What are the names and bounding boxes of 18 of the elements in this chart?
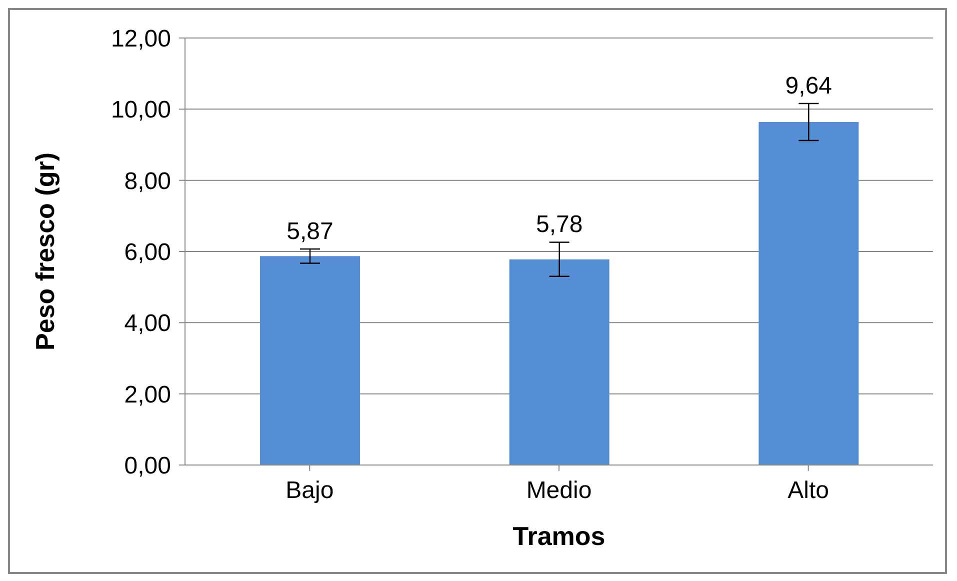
bar	[260, 256, 360, 465]
x-axis-title: Tramos	[512, 521, 606, 551]
y-tick-label: 0,00	[124, 452, 171, 480]
bar	[758, 122, 859, 465]
y-tick-label: 6,00	[124, 239, 171, 266]
data-label: 9,64	[785, 72, 832, 100]
x-tick-label: Alto	[788, 477, 830, 504]
y-tick-label: 2,00	[124, 381, 171, 408]
y-axis-title: Peso fresco (gr)	[30, 152, 60, 350]
y-tick-label: 12,00	[110, 26, 171, 53]
x-tick-label: Medio	[526, 477, 592, 504]
data-label: 5,78	[536, 211, 583, 238]
y-tick-label: 10,00	[110, 96, 171, 124]
data-label: 5,87	[286, 218, 334, 246]
y-tick-label: 8,00	[124, 168, 171, 195]
bar	[509, 259, 610, 465]
x-tick-label: Bajo	[286, 477, 334, 504]
y-tick-label: 4,00	[124, 310, 171, 338]
